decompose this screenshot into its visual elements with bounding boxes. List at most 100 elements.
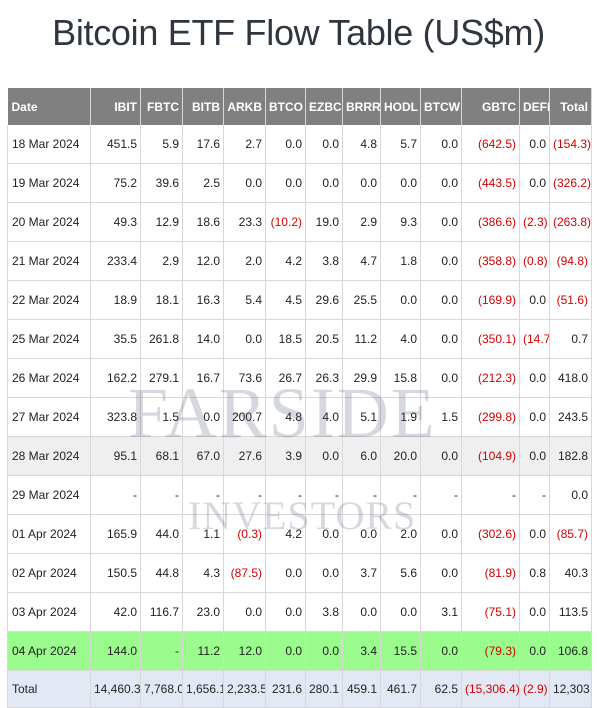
flow-cell-fbtc: 44.8 <box>140 553 183 593</box>
flow-cell-arkb: 2.7 <box>223 125 266 164</box>
flow-cell-hodl: 0.0 <box>380 163 421 203</box>
flow-cell-ezbc: 0.0 <box>305 125 343 164</box>
flow-cell-total: (94.8) <box>549 241 592 281</box>
flow-cell-btco: 0.0 <box>265 553 306 593</box>
column-header-bitb: BITB <box>182 88 224 125</box>
flow-cell-hodl: 9.3 <box>380 202 421 242</box>
flow-cell-ibit: 323.8 <box>90 397 141 437</box>
flow-cell-btcw: - <box>420 475 462 515</box>
flow-cell-hodl: 15.5 <box>380 631 421 671</box>
table-row: 01 Apr 2024 165.9 44.0 1.1 (0.3) 4.2 0.0 0.0 2.0… <box>7 514 592 554</box>
flow-cell-btco: 26.7 <box>265 358 306 398</box>
table-row: 20 Mar 2024 49.3 12.9 18.6 23.3 (10.2) 19.0 2.9… <box>7 202 592 242</box>
flow-cell-hodl: 2.0 <box>380 514 421 554</box>
flow-cell-hodl: 1.8 <box>380 241 421 281</box>
flow-cell-btco: - <box>265 475 306 515</box>
flow-cell-bitb: 18.6 <box>182 202 224 242</box>
flow-cell-total: 113.5 <box>549 592 592 632</box>
row-date-cell: 26 Mar 2024 <box>7 358 91 398</box>
flow-cell-defi: (2.3) <box>519 202 550 242</box>
flow-cell-ezbc: 0.0 <box>305 163 343 203</box>
flow-cell-bitb: 16.3 <box>182 280 224 320</box>
flow-cell-fbtc: 44.0 <box>140 514 183 554</box>
flow-cell-defi: (14.7) <box>519 319 550 359</box>
flow-cell-btco: 4.8 <box>265 397 306 437</box>
flow-cell-brrr: 29.9 <box>342 358 381 398</box>
total-cell-defi: (2.9) <box>519 670 550 708</box>
table-row: 02 Apr 2024 150.5 44.8 4.3 (87.5) 0.0 0.0 3.7 5.… <box>7 553 592 593</box>
table-row: 28 Mar 2024 95.1 68.1 67.0 27.6 3.9 0.0 6.0 20.0… <box>7 436 592 476</box>
flow-cell-gbtc: (386.6) <box>461 202 520 242</box>
flow-cell-gbtc: (169.9) <box>461 280 520 320</box>
flow-cell-ezbc: 26.3 <box>305 358 343 398</box>
flow-cell-hodl: 4.0 <box>380 319 421 359</box>
flow-cell-defi: 0.0 <box>519 358 550 398</box>
flow-cell-hodl: 0.0 <box>380 592 421 632</box>
total-cell-gbtc: (15,306.4) <box>461 670 520 708</box>
table-row: 04 Apr 2024 144.0-11.2 12.0 0.0 0.0 3.4 15.5 0.… <box>7 631 592 671</box>
etf-flow-table-container: Date IBIT FBTC BITB ARKB BTCO EZBC BRRR HODL BTCW… <box>7 88 592 708</box>
flow-cell-gbtc: (350.1) <box>461 319 520 359</box>
flow-cell-arkb: 12.0 <box>223 631 266 671</box>
flow-cell-arkb: 27.6 <box>223 436 266 476</box>
table-row: 21 Mar 2024 233.4 2.9 12.0 2.0 4.2 3.8 4.7 1.8 0.… <box>7 241 592 281</box>
flow-cell-btcw: 0.0 <box>420 241 462 281</box>
table-row: 03 Apr 2024 42.0 116.7 23.0 0.0 0.0 3.8 0.0 0.0 3… <box>7 592 592 632</box>
flow-cell-gbtc: (299.8) <box>461 397 520 437</box>
flow-cell-arkb: (87.5) <box>223 553 266 593</box>
table-total-row: Total 14,460.3 7,768.0 1,656.1 2,233.5 231.6 2… <box>7 670 592 708</box>
flow-cell-btco: (10.2) <box>265 202 306 242</box>
flow-cell-btcw: 0.0 <box>420 280 462 320</box>
flow-cell-fbtc: 39.6 <box>140 163 183 203</box>
flow-cell-fbtc: 12.9 <box>140 202 183 242</box>
column-header-total: Total <box>549 88 592 125</box>
flow-cell-total: 0.0 <box>549 475 592 515</box>
flow-cell-defi: 0.0 <box>519 436 550 476</box>
flow-cell-btcw: 0.0 <box>420 514 462 554</box>
flow-cell-brrr: 3.4 <box>342 631 381 671</box>
flow-cell-ezbc: 0.0 <box>305 514 343 554</box>
flow-cell-arkb: 73.6 <box>223 358 266 398</box>
flow-cell-ezbc: 3.8 <box>305 241 343 281</box>
row-date-cell: 02 Apr 2024 <box>7 553 91 593</box>
column-header-arkb: ARKB <box>223 88 266 125</box>
flow-cell-bitb: 0.0 <box>182 397 224 437</box>
flow-cell-gbtc: (75.1) <box>461 592 520 632</box>
flow-cell-arkb: (0.3) <box>223 514 266 554</box>
column-header-hodl: HODL <box>380 88 421 125</box>
row-date-cell: 25 Mar 2024 <box>7 319 91 359</box>
flow-cell-total: (85.7) <box>549 514 592 554</box>
flow-cell-brrr: 4.7 <box>342 241 381 281</box>
total-cell-btco: 231.6 <box>265 670 306 708</box>
column-header-btco: BTCO <box>265 88 306 125</box>
flow-cell-gbtc: (302.6) <box>461 514 520 554</box>
flow-cell-defi: 0.0 <box>519 631 550 671</box>
flow-cell-btcw: 0.0 <box>420 631 462 671</box>
flow-cell-ibit: 144.0 <box>90 631 141 671</box>
table-row: 18 Mar 2024 451.5 5.9 17.6 2.7 0.0 0.0 4.8 5.7 0.… <box>7 125 592 164</box>
flow-cell-defi: 0.0 <box>519 280 550 320</box>
flow-cell-ibit: 95.1 <box>90 436 141 476</box>
flow-cell-ibit: 42.0 <box>90 592 141 632</box>
flow-cell-btco: 4.2 <box>265 241 306 281</box>
flow-cell-bitb: 12.0 <box>182 241 224 281</box>
row-date-cell: 01 Apr 2024 <box>7 514 91 554</box>
flow-cell-gbtc: (358.8) <box>461 241 520 281</box>
flow-cell-btco: 18.5 <box>265 319 306 359</box>
flow-cell-total: (263.8) <box>549 202 592 242</box>
flow-cell-hodl: 5.7 <box>380 125 421 164</box>
row-date-cell: 27 Mar 2024 <box>7 397 91 437</box>
flow-cell-ezbc: 19.0 <box>305 202 343 242</box>
flow-cell-bitb: 16.7 <box>182 358 224 398</box>
flow-cell-arkb: 23.3 <box>223 202 266 242</box>
flow-cell-gbtc: (212.3) <box>461 358 520 398</box>
total-cell-ezbc: 280.1 <box>305 670 343 708</box>
flow-cell-btcw: 0.0 <box>420 553 462 593</box>
flow-cell-bitb: 4.3 <box>182 553 224 593</box>
table-header-row: Date IBIT FBTC BITB ARKB BTCO EZBC BRRR HODL BTCW… <box>7 88 592 125</box>
flow-cell-bitb: 2.5 <box>182 163 224 203</box>
flow-cell-total: (154.3) <box>549 125 592 164</box>
total-cell-ibit: 14,460.3 <box>90 670 141 708</box>
row-date-cell: 18 Mar 2024 <box>7 125 91 164</box>
flow-cell-bitb: - <box>182 475 224 515</box>
